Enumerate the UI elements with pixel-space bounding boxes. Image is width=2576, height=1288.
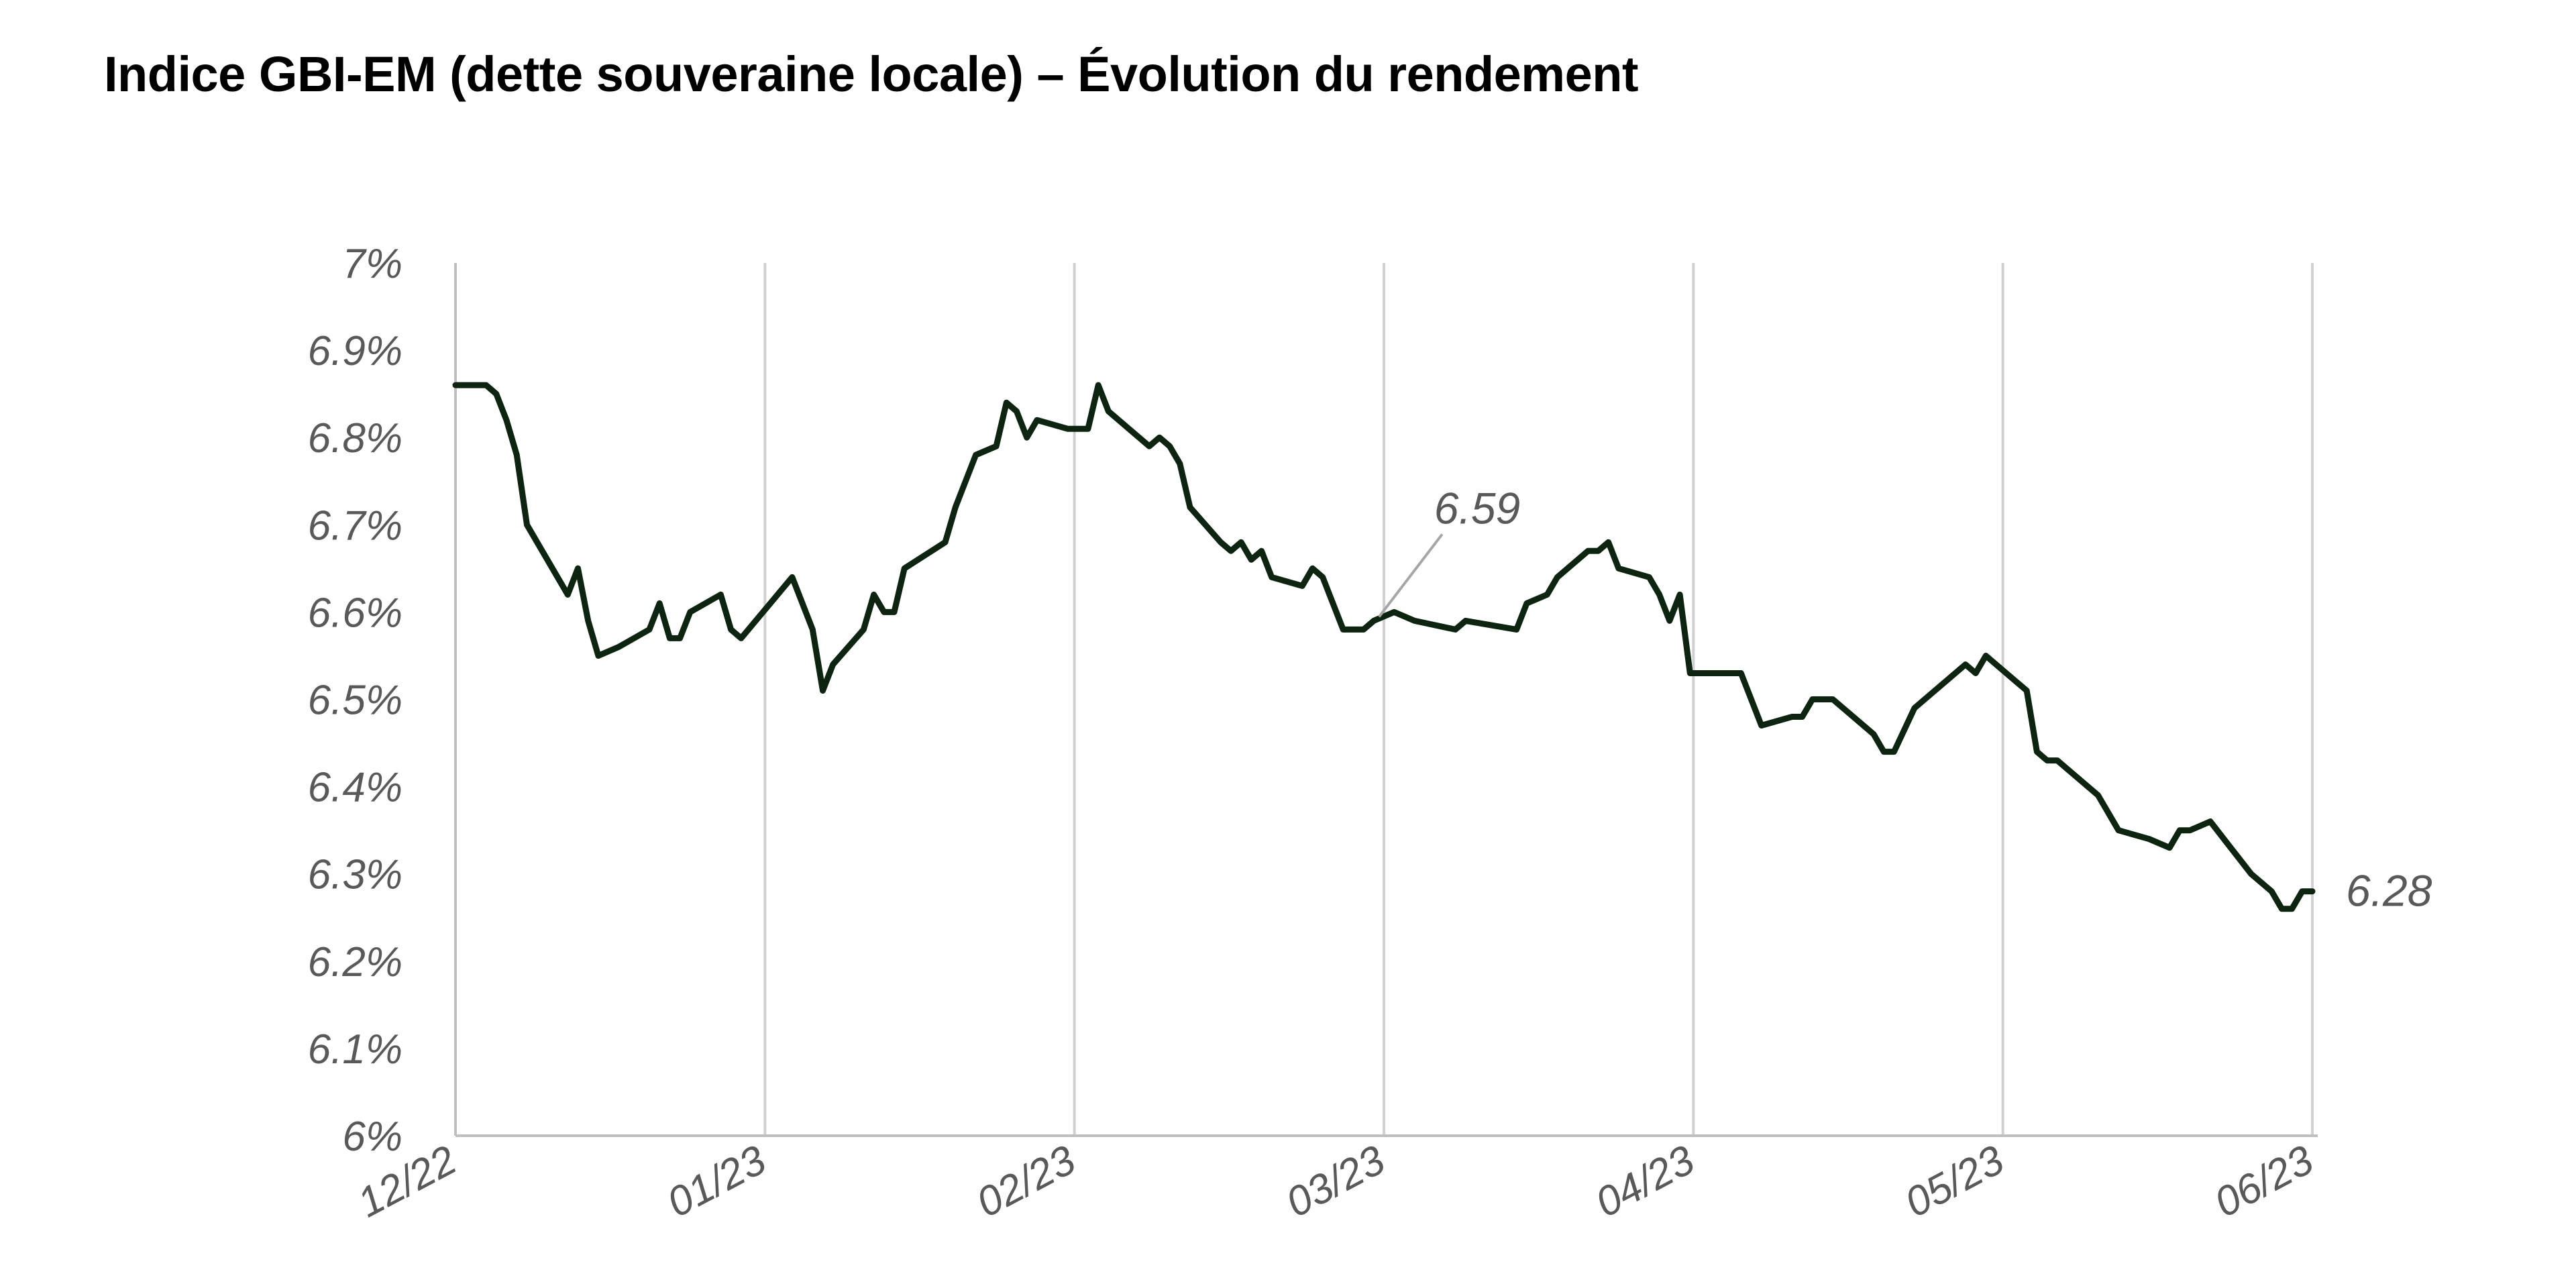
x-tick-label: 01/23 (660, 1136, 773, 1226)
y-tick-label: 6.3% (308, 852, 402, 898)
x-tick-label: 05/23 (1898, 1136, 2011, 1226)
x-axis-ticks: 12/22 01/23 02/23 03/23 04/23 05/23 06/23 (350, 1136, 2320, 1226)
x-tick-label: 06/23 (2207, 1136, 2320, 1226)
annotations: 6.59 6.28 (1378, 483, 2432, 916)
axes (454, 263, 2318, 1137)
annotation-leader-line (1378, 533, 1444, 618)
y-tick-label: 6.5% (308, 678, 402, 724)
series-line (452, 382, 2316, 912)
annotation-label: 6.59 (1434, 483, 1520, 533)
x-tick-label: 02/23 (969, 1136, 1083, 1226)
x-tick-label: 04/23 (1589, 1136, 1702, 1226)
y-tick-label: 6.2% (308, 939, 402, 985)
y-tick-label: 6.8% (308, 415, 402, 462)
y-tick-label: 6% (342, 1114, 402, 1160)
series (452, 382, 2316, 912)
annotation-label: 6.28 (2346, 866, 2432, 916)
y-tick-label: 6.9% (308, 328, 402, 374)
y-axis-ticks: 7% 6.9% 6.8% 6.7% 6.6% 6.5% 6.4% 6.3% 6.2% 6.1% 6% (308, 241, 402, 1160)
x-tick-label: 03/23 (1279, 1136, 1392, 1226)
grid-lines (763, 263, 2314, 1136)
y-tick-label: 6.4% (308, 765, 402, 811)
chart-title: Indice GBI-EM (dette souveraine locale) … (104, 46, 1639, 102)
y-tick-label: 6.6% (308, 590, 402, 636)
y-tick-label: 7% (342, 241, 402, 287)
y-tick-label: 6.7% (308, 502, 402, 549)
y-tick-label: 6.1% (308, 1026, 402, 1073)
